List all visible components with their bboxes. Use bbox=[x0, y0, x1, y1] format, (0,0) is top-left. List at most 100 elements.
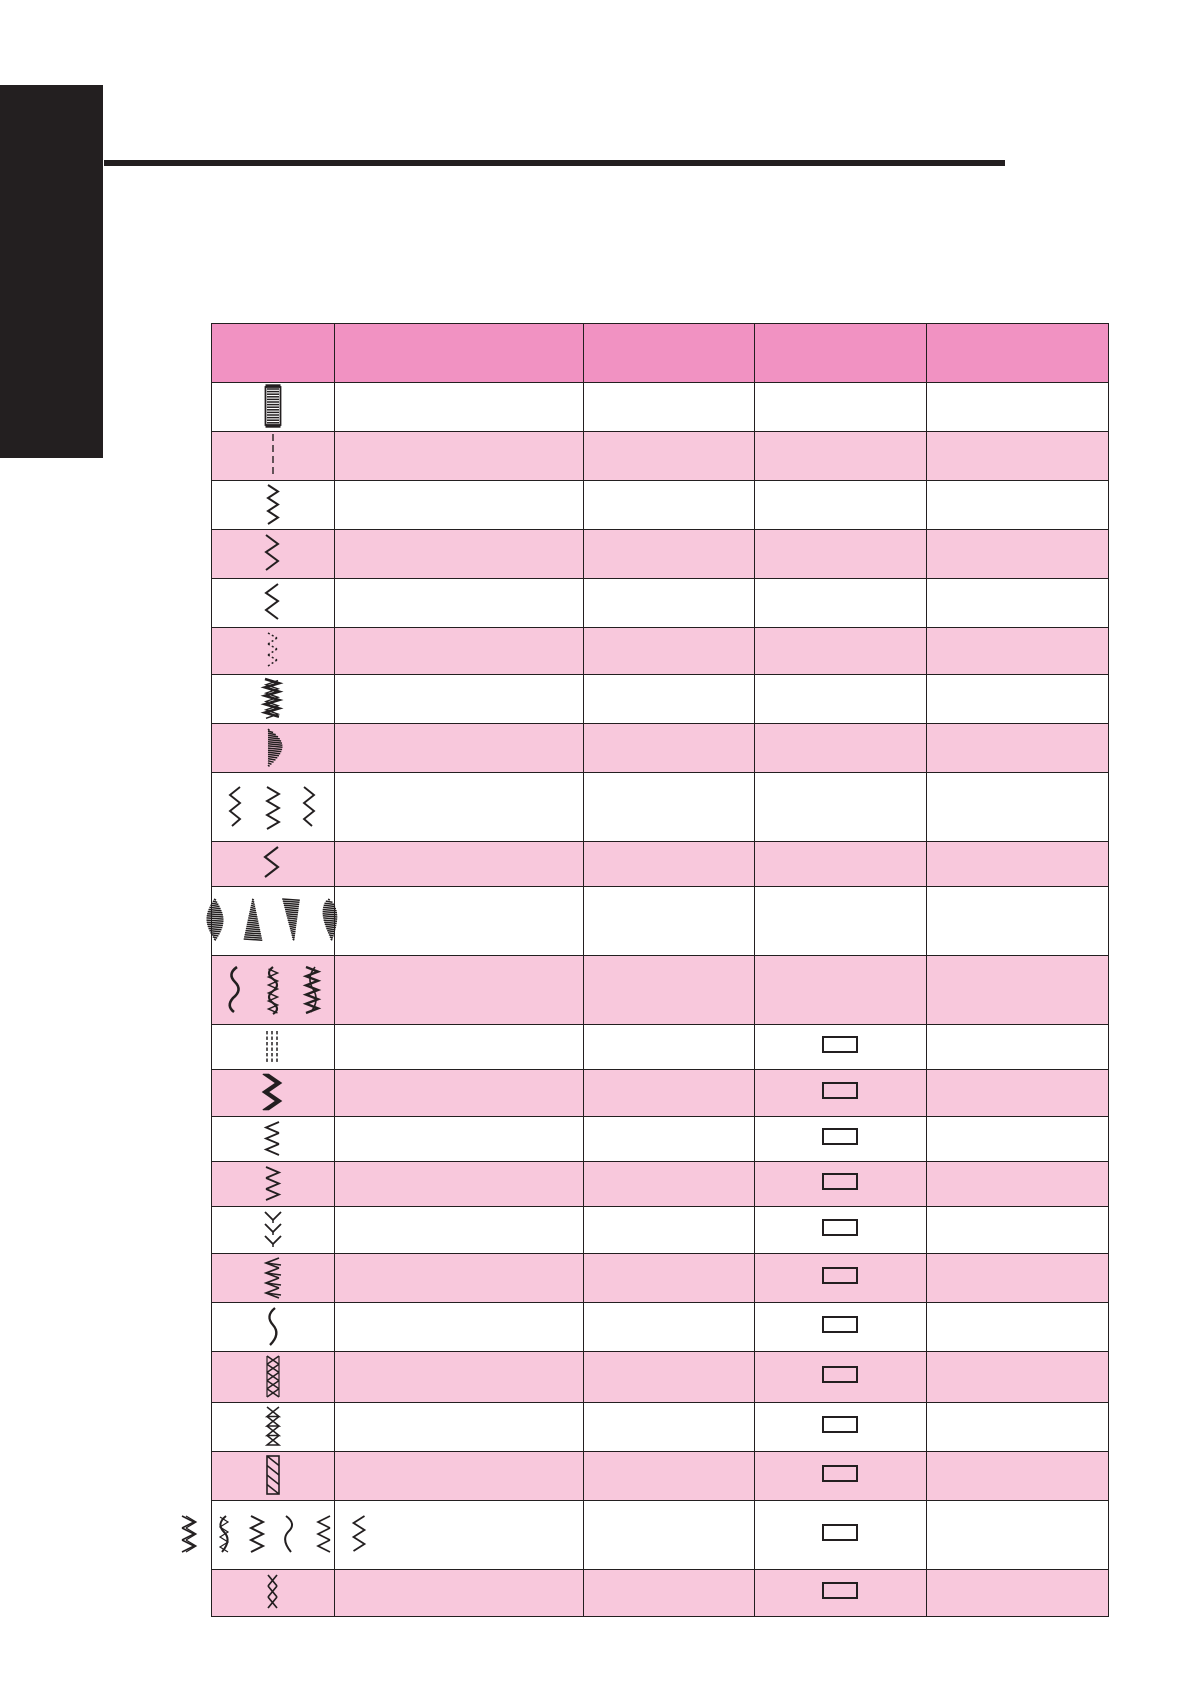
column-header-settings bbox=[925, 323, 1110, 383]
cell-stitch-purpose bbox=[583, 431, 755, 481]
decorative-wave-group bbox=[297, 962, 325, 1018]
stitch-glyph-group bbox=[212, 1452, 334, 1500]
cell-stitch-settings bbox=[925, 578, 1110, 628]
cell-stitch-settings bbox=[925, 841, 1110, 887]
cell-presser-foot bbox=[753, 1161, 927, 1207]
table-row bbox=[210, 1206, 1110, 1254]
cell-stitch-diagram bbox=[210, 431, 336, 481]
table-row bbox=[210, 627, 1110, 675]
cell-stitch-name bbox=[334, 431, 585, 481]
stitch-reference-table bbox=[181, 323, 1110, 1617]
six-variant-stretch-group bbox=[312, 1511, 336, 1559]
cell-stitch-purpose bbox=[583, 1069, 755, 1117]
stitch-glyph-group bbox=[212, 956, 334, 1024]
cell-stitch-name bbox=[334, 480, 585, 530]
cell-presser-foot bbox=[753, 674, 927, 724]
cell-stitch-purpose bbox=[583, 1206, 755, 1254]
cell-stitch-purpose bbox=[583, 886, 755, 956]
cell-stitch-diagram bbox=[210, 529, 336, 579]
stitch-glyph-group bbox=[212, 579, 334, 627]
cell-presser-foot bbox=[753, 841, 927, 887]
cell-stitch-purpose bbox=[583, 627, 755, 675]
cell-stitch-diagram bbox=[210, 1024, 336, 1070]
cell-stitch-settings bbox=[925, 886, 1110, 956]
table-header bbox=[210, 323, 1110, 383]
cell-stitch-settings bbox=[925, 1451, 1110, 1501]
satin-leaf-taper-group bbox=[240, 895, 268, 947]
cell-presser-foot bbox=[753, 627, 927, 675]
cell-stitch-diagram bbox=[210, 480, 336, 530]
cell-stitch-settings bbox=[925, 627, 1110, 675]
table-row bbox=[210, 578, 1110, 628]
presser-foot-box-icon bbox=[822, 1582, 859, 1599]
multi-step-zigzag-left bbox=[259, 1162, 287, 1206]
cell-stitch-name bbox=[334, 1024, 585, 1070]
cell-stitch-diagram bbox=[210, 578, 336, 628]
table-row bbox=[210, 674, 1110, 724]
table-row bbox=[210, 1402, 1110, 1452]
cell-presser-foot bbox=[753, 1402, 927, 1452]
stitch-glyph-group bbox=[212, 1254, 334, 1302]
cell-stitch-purpose bbox=[583, 382, 755, 432]
stitch-glyph-group bbox=[212, 1570, 334, 1616]
cell-stitch-settings bbox=[925, 1116, 1110, 1162]
cell-presser-foot bbox=[753, 480, 927, 530]
cell-presser-foot bbox=[753, 723, 927, 773]
stitch-glyph-group bbox=[212, 628, 334, 674]
cell-presser-foot bbox=[753, 772, 927, 842]
cell-stitch-settings bbox=[925, 1253, 1110, 1303]
six-variant-stretch-group bbox=[210, 1511, 234, 1559]
cell-stitch-name bbox=[334, 1161, 585, 1207]
three-variant-zigzag-group bbox=[224, 781, 250, 833]
cell-stitch-name bbox=[334, 1451, 585, 1501]
cell-presser-foot bbox=[753, 382, 927, 432]
table-row bbox=[210, 431, 1110, 481]
cell-stitch-purpose bbox=[583, 1402, 755, 1452]
cell-presser-foot bbox=[753, 1069, 927, 1117]
cell-stitch-purpose bbox=[583, 955, 755, 1025]
three-variant-zigzag-group bbox=[296, 781, 322, 833]
cell-stitch-diagram bbox=[210, 1161, 336, 1207]
satin-leaf-taper-group bbox=[278, 895, 306, 947]
cell-stitch-name bbox=[334, 382, 585, 432]
cell-stitch-settings bbox=[925, 1569, 1110, 1617]
six-variant-stretch-group bbox=[244, 1511, 268, 1559]
cell-stitch-purpose bbox=[583, 841, 755, 887]
wide-zigzag-stitch bbox=[258, 842, 288, 886]
presser-foot-box-icon bbox=[822, 1128, 859, 1145]
satin-leaf-taper-group bbox=[202, 895, 230, 947]
stitch-glyph-group bbox=[181, 1501, 367, 1569]
dense-overlock-stitch bbox=[259, 1254, 287, 1302]
cell-stitch-purpose bbox=[583, 1451, 755, 1501]
table-row bbox=[210, 1302, 1110, 1352]
presser-foot-box-icon bbox=[822, 1219, 859, 1236]
cell-stitch-settings bbox=[925, 382, 1110, 432]
table-row bbox=[210, 955, 1110, 1025]
presser-foot-box-icon bbox=[822, 1416, 859, 1433]
decorative-wave-group bbox=[259, 962, 287, 1018]
cell-presser-foot bbox=[753, 955, 927, 1025]
cell-stitch-name bbox=[334, 1351, 585, 1403]
stitch-glyph-group bbox=[212, 1352, 334, 1402]
table-row bbox=[210, 1116, 1110, 1162]
stitch-glyph-group bbox=[212, 1303, 334, 1351]
cell-stitch-diagram bbox=[210, 772, 336, 842]
column-header-name bbox=[334, 323, 585, 383]
cell-stitch-purpose bbox=[583, 1569, 755, 1617]
cell-stitch-diagram bbox=[210, 1351, 336, 1403]
cell-stitch-diagram bbox=[181, 1500, 367, 1570]
three-variant-zigzag-group bbox=[260, 781, 286, 833]
cell-stitch-settings bbox=[925, 529, 1110, 579]
cell-stitch-diagram bbox=[210, 1253, 336, 1303]
decorative-wave-group bbox=[221, 962, 249, 1018]
cell-presser-foot bbox=[753, 1024, 927, 1070]
cell-stitch-settings bbox=[925, 1500, 1110, 1570]
cell-stitch-name bbox=[334, 1500, 585, 1570]
presser-foot-box-icon bbox=[822, 1316, 859, 1333]
narrow-zigzag-stitch bbox=[261, 481, 285, 529]
column-header-purpose bbox=[583, 323, 755, 383]
table-row bbox=[210, 382, 1110, 432]
column-header-foot bbox=[753, 323, 927, 383]
cell-stitch-diagram bbox=[210, 955, 336, 1025]
cell-stitch-name bbox=[334, 674, 585, 724]
